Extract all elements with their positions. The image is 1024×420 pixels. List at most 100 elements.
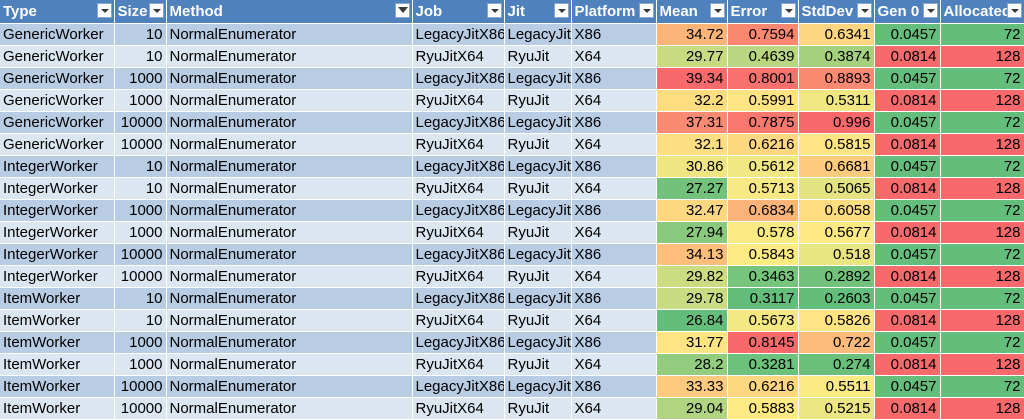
cell-size[interactable]: 1000 (114, 199, 167, 222)
cell-mean[interactable]: 30.86 (656, 155, 728, 178)
cell-jit[interactable]: LegacyJit (504, 23, 572, 46)
cell-jit[interactable]: LegacyJit (504, 111, 572, 134)
cell-allocated[interactable]: 72 (940, 375, 1024, 398)
cell-gen0[interactable]: 0.0814 (874, 353, 941, 376)
cell-method[interactable]: NormalEnumerator (166, 199, 413, 222)
cell-jit[interactable]: RyuJit (504, 309, 572, 332)
cell-size[interactable]: 10000 (114, 375, 167, 398)
cell-platform[interactable]: X86 (571, 199, 657, 222)
header-method[interactable]: Method (166, 0, 413, 24)
cell-mean[interactable]: 34.13 (656, 243, 728, 266)
cell-job[interactable]: RyuJitX64 (412, 265, 505, 288)
cell-method[interactable]: NormalEnumerator (166, 287, 413, 310)
cell-stddev[interactable]: 0.5215 (798, 397, 875, 420)
cell-method[interactable]: NormalEnumerator (166, 353, 413, 376)
cell-type[interactable]: IntegerWorker (0, 221, 115, 244)
cell-method[interactable]: NormalEnumerator (166, 67, 413, 90)
cell-gen0[interactable]: 0.0457 (874, 155, 941, 178)
cell-job[interactable]: RyuJitX64 (412, 397, 505, 420)
cell-allocated[interactable]: 128 (940, 45, 1024, 68)
cell-stddev[interactable]: 0.6341 (798, 23, 875, 46)
cell-mean[interactable]: 31.77 (656, 331, 728, 354)
cell-gen0[interactable]: 0.0814 (874, 397, 941, 420)
cell-allocated[interactable]: 128 (940, 89, 1024, 112)
cell-error[interactable]: 0.5991 (727, 89, 799, 112)
cell-platform[interactable]: X64 (571, 45, 657, 68)
cell-size[interactable]: 10 (114, 45, 167, 68)
cell-stddev[interactable]: 0.996 (798, 111, 875, 134)
cell-gen0[interactable]: 0.0814 (874, 45, 941, 68)
cell-job[interactable]: LegacyJitX86 (412, 67, 505, 90)
cell-type[interactable]: GenericWorker (0, 45, 115, 68)
filter-dropdown-icon[interactable] (1006, 3, 1022, 18)
cell-gen0[interactable]: 0.0457 (874, 331, 941, 354)
cell-size[interactable]: 10 (114, 155, 167, 178)
cell-method[interactable]: NormalEnumerator (166, 397, 413, 420)
cell-size[interactable]: 10000 (114, 133, 167, 156)
cell-platform[interactable]: X64 (571, 89, 657, 112)
cell-stddev[interactable]: 0.5677 (798, 221, 875, 244)
cell-job[interactable]: LegacyJitX86 (412, 23, 505, 46)
cell-type[interactable]: GenericWorker (0, 89, 115, 112)
filter-active-icon[interactable] (394, 3, 410, 18)
filter-dropdown-icon[interactable] (553, 3, 569, 18)
cell-method[interactable]: NormalEnumerator (166, 89, 413, 112)
cell-platform[interactable]: X64 (571, 177, 657, 200)
cell-size[interactable]: 10 (114, 177, 167, 200)
header-job[interactable]: Job (412, 0, 505, 24)
cell-size[interactable]: 10000 (114, 111, 167, 134)
cell-size[interactable]: 1000 (114, 67, 167, 90)
cell-method[interactable]: NormalEnumerator (166, 23, 413, 46)
cell-type[interactable]: IntegerWorker (0, 199, 115, 222)
cell-allocated[interactable]: 128 (940, 133, 1024, 156)
cell-error[interactable]: 0.7875 (727, 111, 799, 134)
cell-type[interactable]: ItemWorker (0, 397, 115, 420)
cell-type[interactable]: GenericWorker (0, 67, 115, 90)
header-jit[interactable]: Jit (504, 0, 572, 24)
cell-stddev[interactable]: 0.3874 (798, 45, 875, 68)
cell-stddev[interactable]: 0.2892 (798, 265, 875, 288)
cell-error[interactable]: 0.6834 (727, 199, 799, 222)
cell-error[interactable]: 0.578 (727, 221, 799, 244)
header-error[interactable]: Error (727, 0, 799, 24)
cell-error[interactable]: 0.5713 (727, 177, 799, 200)
cell-method[interactable]: NormalEnumerator (166, 155, 413, 178)
cell-job[interactable]: RyuJitX64 (412, 177, 505, 200)
cell-method[interactable]: NormalEnumerator (166, 243, 413, 266)
cell-error[interactable]: 0.8001 (727, 67, 799, 90)
cell-allocated[interactable]: 72 (940, 111, 1024, 134)
cell-allocated[interactable]: 128 (940, 265, 1024, 288)
cell-type[interactable]: GenericWorker (0, 23, 115, 46)
header-allocated[interactable]: Allocated (940, 0, 1024, 24)
cell-job[interactable]: LegacyJitX86 (412, 375, 505, 398)
cell-mean[interactable]: 26.84 (656, 309, 728, 332)
cell-job[interactable]: LegacyJitX86 (412, 331, 505, 354)
cell-allocated[interactable]: 128 (940, 353, 1024, 376)
cell-jit[interactable]: RyuJit (504, 221, 572, 244)
cell-job[interactable]: RyuJitX64 (412, 221, 505, 244)
cell-method[interactable]: NormalEnumerator (166, 45, 413, 68)
cell-allocated[interactable]: 72 (940, 23, 1024, 46)
cell-jit[interactable]: RyuJit (504, 265, 572, 288)
filter-dropdown-icon[interactable] (148, 3, 164, 18)
cell-error[interactable]: 0.5612 (727, 155, 799, 178)
cell-stddev[interactable]: 0.5311 (798, 89, 875, 112)
cell-size[interactable]: 10000 (114, 243, 167, 266)
cell-size[interactable]: 1000 (114, 89, 167, 112)
cell-jit[interactable]: RyuJit (504, 45, 572, 68)
cell-platform[interactable]: X64 (571, 265, 657, 288)
cell-size[interactable]: 1000 (114, 331, 167, 354)
header-type[interactable]: Type (0, 0, 115, 24)
cell-jit[interactable]: RyuJit (504, 397, 572, 420)
cell-allocated[interactable]: 128 (940, 397, 1024, 420)
cell-jit[interactable]: LegacyJit (504, 375, 572, 398)
cell-job[interactable]: LegacyJitX86 (412, 287, 505, 310)
cell-method[interactable]: NormalEnumerator (166, 309, 413, 332)
cell-platform[interactable]: X64 (571, 133, 657, 156)
cell-gen0[interactable]: 0.0814 (874, 177, 941, 200)
cell-platform[interactable]: X86 (571, 331, 657, 354)
cell-mean[interactable]: 29.04 (656, 397, 728, 420)
cell-platform[interactable]: X86 (571, 67, 657, 90)
cell-platform[interactable]: X86 (571, 23, 657, 46)
cell-size[interactable]: 10000 (114, 265, 167, 288)
